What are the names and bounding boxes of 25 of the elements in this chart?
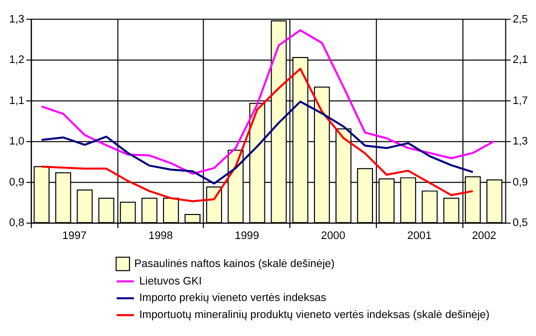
x-tick-label: 2002 [472, 230, 496, 242]
y2-tick-label: 2,5 [512, 13, 528, 26]
y-tick-label: 1,3 [9, 13, 24, 26]
y2-tick-label: 1,7 [512, 94, 528, 107]
x-tick-label: 1998 [148, 230, 173, 242]
legend-label: Lietuvos GKI [139, 275, 202, 288]
x-tick-label: 2001 [407, 230, 432, 242]
y-tick-label: 0,8 [9, 217, 24, 230]
y2-tick-label: 2,1 [512, 54, 528, 66]
y2-tick-label: 0,9 [512, 176, 528, 188]
legend-label: Pasaulinės naftos kainos (skalė dešinėje) [134, 258, 335, 270]
x-tick-label: 1999 [234, 230, 260, 242]
x-tick-label: 2000 [321, 230, 346, 242]
legend-label: Importuotų mineralinių produktų vieneto vertės indeksas (skalė dešinėje) [139, 309, 490, 322]
line-series [40, 29, 496, 175]
y2-tick-label: 0,5 [512, 217, 528, 230]
y-tick-label: 1,1 [9, 94, 24, 107]
y-tick-label: 1,2 [9, 54, 24, 66]
line-series [40, 100, 474, 185]
y-tick-label: 0,9 [9, 176, 24, 188]
legend-label: Importo prekių vieneto vertės indeksas [139, 292, 327, 304]
x-tick-label: 1997 [62, 230, 87, 242]
y2-tick-label: 1,3 [512, 136, 528, 148]
y-tick-label: 1,0 [9, 136, 24, 148]
line-series [40, 68, 474, 202]
